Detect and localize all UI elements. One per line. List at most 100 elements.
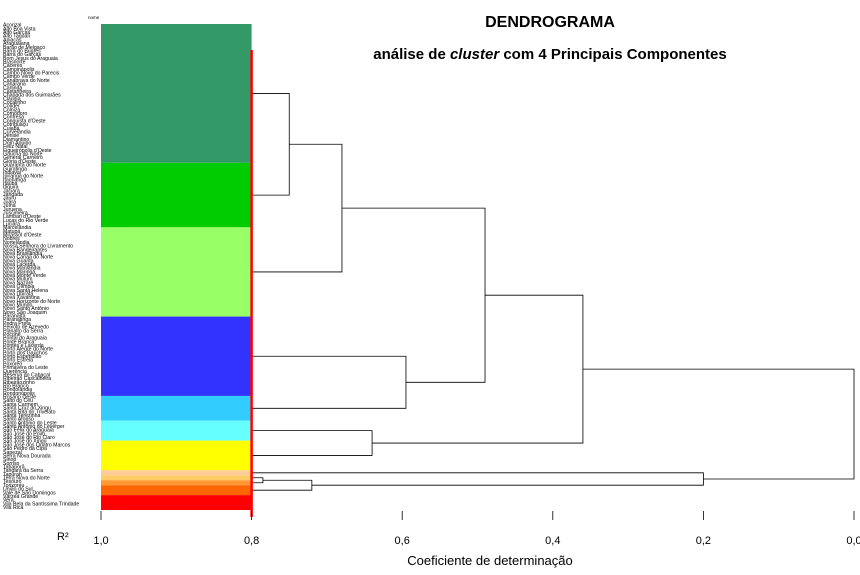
- member-label: Torixoréu: [3, 483, 24, 489]
- group-bar-11: [101, 485, 252, 496]
- member-label: Planalto da Serra: [3, 328, 43, 334]
- member-label: São José dos Quatro Marcos: [3, 442, 71, 448]
- member-label: Itaúba: [3, 181, 18, 187]
- member-label: Rio Branco: [3, 384, 29, 390]
- member-label: Sapezal: [3, 450, 22, 456]
- member-label: Santo Antônio do Leverger: [3, 424, 65, 430]
- member-label: Nova Olímpia: [3, 284, 35, 290]
- member-label: Campo Novo do Parecis: [3, 71, 60, 77]
- merge-m8: [251, 479, 313, 491]
- chart-title: DENDROGRAMA: [485, 14, 615, 31]
- member-label: Guarantã do Norte: [3, 163, 46, 169]
- merge-m2: [251, 143, 343, 273]
- member-label: Vera: [3, 498, 14, 504]
- x-tick-label: 0,4: [545, 535, 560, 547]
- member-label: Serra Nova Dourada: [3, 453, 51, 459]
- member-label: Cáceres: [3, 63, 23, 69]
- member-label: Chapada dos Guimarães: [3, 93, 61, 99]
- x-axis-prefix: R²: [57, 531, 69, 543]
- member-label: Santa Terezinha: [3, 413, 41, 419]
- group-bar-8: [101, 470, 252, 476]
- member-label: Barão de Melgaço: [3, 45, 45, 51]
- member-label: Novo São Joaquim: [3, 310, 47, 316]
- member-label: Indiavaí: [3, 170, 22, 176]
- member-label: Nova Ubiratã: [3, 291, 33, 297]
- merge-m7: [251, 477, 264, 484]
- member-label: Pontal do Araguaia: [3, 336, 47, 342]
- member-label: Canarana: [3, 82, 26, 88]
- member-label: Nova Bandeirantes: [3, 247, 48, 253]
- member-label: Dom Aquino: [3, 141, 31, 147]
- member-label: Novo Mundo: [3, 303, 33, 309]
- group-bar-2: [101, 162, 252, 228]
- group-bar-3: [101, 227, 252, 317]
- member-label: União do Sul: [3, 487, 33, 493]
- member-label: Santa Rita do Trivelato: [3, 409, 56, 415]
- member-label: Porto Alegre do Norte: [3, 347, 53, 353]
- member-label: Tabaporã: [3, 465, 25, 471]
- member-label: Alto Boa Vista: [3, 26, 36, 32]
- group-bar-12: [101, 495, 252, 510]
- member-label: Novo Santo Antônio: [3, 306, 49, 312]
- member-label: Nossa Senhora do Livramento: [3, 244, 73, 250]
- member-label: Paranaíta: [3, 314, 26, 320]
- merge-m9: [251, 472, 704, 486]
- member-label: Nova Nazaré: [3, 280, 33, 286]
- member-label: Nortelândia: [3, 240, 30, 246]
- member-label: Porto Estrela: [3, 358, 33, 364]
- group-bar-1: [101, 24, 252, 163]
- member-label: Ribeirãozinho: [3, 380, 35, 386]
- member-label: Comodoro: [3, 111, 27, 117]
- member-label: Vila Bela da Santíssima Trindade: [3, 501, 79, 507]
- x-tick-label: 0,2: [696, 535, 711, 547]
- member-label: Canabrava do Norte: [3, 78, 50, 84]
- chart-subtitle-after: com 4 Principais Componentes: [499, 46, 727, 63]
- member-label: Rondonópolis: [3, 391, 35, 397]
- member-label: Colíder: [3, 104, 20, 110]
- member-label: Matupá: [3, 229, 20, 235]
- member-label: Barra do Garças: [3, 52, 41, 58]
- member-label: Diamantino: [3, 137, 29, 143]
- member-label: Lambari d'Oeste: [3, 214, 41, 220]
- member-label: Nova Xavantina: [3, 295, 40, 301]
- x-axis-label: Coeficiente de determinação: [407, 553, 573, 568]
- member-label: Conquista d'Oeste: [3, 118, 46, 124]
- member-label: Juína: [3, 203, 16, 209]
- member-label: Nova Santa Helena: [3, 288, 48, 294]
- member-label: Paranatinga: [3, 317, 31, 323]
- member-label: Jaciara: [3, 188, 20, 194]
- member-label: Nova Guarita: [3, 258, 34, 264]
- group-bar-5: [101, 395, 252, 421]
- member-label: São Félix do Araguaia: [3, 428, 54, 434]
- member-label: Nobres: [3, 236, 20, 242]
- x-tick-label: 1,0: [93, 535, 108, 547]
- member-label: General Carneiro: [3, 155, 43, 161]
- member-label: Santa Cruz do Xingu: [3, 406, 51, 412]
- member-label: Reserva do Cabaçal: [3, 372, 50, 378]
- member-label: Bom Jesus do Araguaia: [3, 56, 58, 62]
- member-label: Brasnorte: [3, 60, 26, 66]
- member-label: Juara: [3, 199, 16, 205]
- member-label: Poconé: [3, 332, 21, 338]
- member-label: Pedra Preta: [3, 321, 31, 327]
- member-label: Pontes e Lacerda: [3, 343, 44, 349]
- member-label: Glória d'Oeste: [3, 159, 36, 165]
- member-label: Mirassol d'Oeste: [3, 233, 42, 239]
- member-label: Confresa: [3, 115, 24, 121]
- merge-m3: [251, 355, 407, 409]
- dendrogram-branches: [250, 50, 855, 517]
- member-label: Itanhangá: [3, 177, 26, 183]
- group-bar-4: [101, 316, 252, 396]
- member-label: Juscimeira: [3, 210, 28, 216]
- group-bar-10: [101, 480, 252, 486]
- member-label: Guiratinga: [3, 166, 27, 172]
- member-label: Acorizal: [3, 23, 21, 29]
- member-label: Nova Brasilândia: [3, 251, 42, 257]
- member-label: Cotriguaçu: [3, 122, 28, 128]
- merge-m10: [582, 368, 855, 480]
- member-label: Colniza: [3, 107, 20, 113]
- member-label: São José do Povo: [3, 431, 45, 437]
- member-label: São José do Rio Claro: [3, 435, 55, 441]
- member-label: Santa Carmem: [3, 402, 38, 408]
